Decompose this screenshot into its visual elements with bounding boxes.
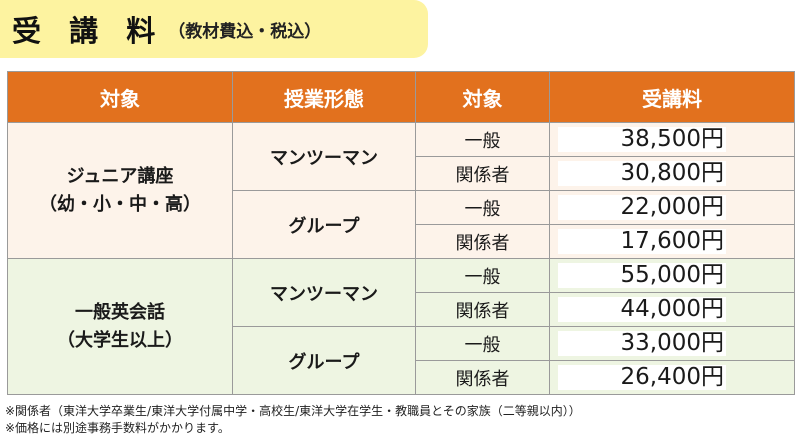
page-title: 受 講 料 (12, 14, 165, 48)
footnotes: ※関係者（東洋大学卒業生/東洋大学付属中学・高校生/東洋大学在学生・教職員とその… (5, 403, 581, 437)
price-cell: 44,000円 (549, 292, 795, 327)
relation-label: 一般 (415, 190, 550, 225)
table-row: グループ 一般 22,000円 (8, 190, 795, 259)
title-banner: 受 講 料 （教材費込・税込） (0, 0, 428, 58)
audience-name: ジュニア講座 (66, 165, 174, 187)
table-row: 関係者 30,800円 (8, 156, 795, 191)
price-value: 33,000円 (558, 331, 726, 356)
header-audience: 対象 (7, 71, 233, 123)
format-label: グループ (232, 190, 416, 259)
format-label: マンツーマン (232, 122, 416, 191)
format-label: マンツーマン (232, 258, 416, 327)
table-row: 関係者 17,600円 (8, 224, 795, 259)
price-value: 22,000円 (558, 195, 726, 220)
relation-label: 関係者 (415, 224, 550, 259)
table-row: 関係者 44,000円 (8, 292, 795, 327)
fee-table: 対象 授業形態 対象 受講料 ジュニア講座 （幼・小・中・高） マンツーマン 一… (7, 71, 795, 395)
relation-label: 関係者 (415, 360, 550, 395)
relation-label: 関係者 (415, 156, 550, 191)
audience-name: 一般英会話 (75, 301, 165, 323)
audience-range: （幼・小・中・高） (39, 193, 201, 215)
price-value: 26,400円 (558, 365, 726, 390)
format-label: グループ (232, 326, 416, 395)
price-cell: 22,000円 (549, 190, 795, 225)
price-cell: 26,400円 (549, 360, 795, 395)
table-row: 関係者 26,400円 (8, 360, 795, 395)
price-cell: 17,600円 (549, 224, 795, 259)
audience-junior: ジュニア講座 （幼・小・中・高） (7, 122, 233, 259)
page-subtitle: （教材費込・税込） (168, 21, 322, 42)
relation-label: 関係者 (415, 292, 550, 327)
relation-label: 一般 (415, 122, 550, 157)
header-relation: 対象 (415, 71, 550, 123)
price-cell: 38,500円 (549, 122, 795, 157)
price-value: 17,600円 (558, 229, 726, 254)
footnote-fee: ※価格には別途事務手数料がかかります。 (5, 421, 230, 435)
price-value: 44,000円 (558, 297, 726, 322)
price-cell: 30,800円 (549, 156, 795, 191)
price-value: 30,800円 (558, 161, 726, 186)
table-row: 一般英会話 （大学生以上） マンツーマン 一般 55,000円 (7, 258, 795, 395)
header-format: 授業形態 (232, 71, 416, 123)
relation-label: 一般 (415, 258, 550, 293)
audience-range: （大学生以上） (57, 329, 183, 351)
footnote-relations: ※関係者（東洋大学卒業生/東洋大学付属中学・高校生/東洋大学在学生・教職員とその… (5, 404, 581, 418)
table-row: グループ 一般 33,000円 (8, 326, 795, 395)
relation-label: 一般 (415, 326, 550, 361)
price-value: 55,000円 (558, 263, 726, 288)
price-value: 38,500円 (558, 127, 726, 152)
audience-general: 一般英会話 （大学生以上） (7, 258, 233, 395)
price-cell: 33,000円 (549, 326, 795, 361)
header-row: 対象 授業形態 対象 受講料 (7, 71, 795, 123)
price-cell: 55,000円 (549, 258, 795, 293)
table-row: ジュニア講座 （幼・小・中・高） マンツーマン 一般 38,500円 (7, 122, 795, 259)
header-fee: 受講料 (549, 71, 795, 123)
